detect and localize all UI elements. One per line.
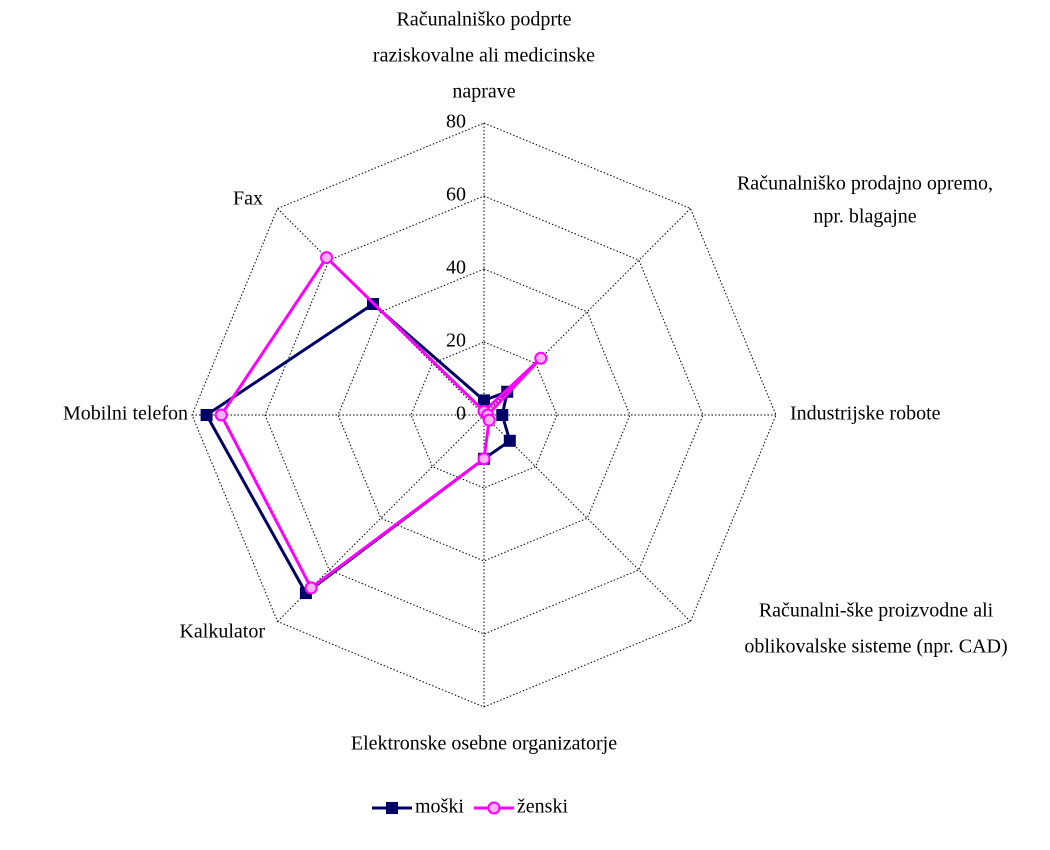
data-point — [320, 251, 334, 265]
data-point — [386, 802, 398, 814]
data-point — [534, 351, 548, 365]
category-label: Industrijske robote — [790, 403, 941, 425]
grid-ring — [410, 341, 558, 489]
category-label: npr. blagajne — [813, 206, 916, 228]
data-point — [482, 413, 496, 427]
category-label: raziskovalne ali medicinske — [373, 45, 595, 67]
data-point — [214, 408, 228, 422]
data-point — [304, 581, 318, 595]
category-label: Elektronske osebne organizatorje — [351, 733, 617, 755]
category-label: Fax — [233, 188, 263, 210]
category-label: Računalni-ške proizvodne ali — [759, 600, 994, 622]
data-point — [478, 394, 490, 407]
r-tick-label: 80 — [446, 111, 466, 133]
r-tick-label: 20 — [446, 330, 466, 352]
category-label: Računalniško podprte — [397, 9, 572, 31]
category-label: naprave — [452, 81, 515, 103]
legend-label: ženski — [517, 796, 569, 818]
r-tick-label: 60 — [446, 184, 466, 206]
legend-label: moški — [415, 796, 464, 818]
data-point — [477, 452, 491, 466]
category-label: oblikovalske sisteme (npr. CAD) — [744, 636, 1007, 658]
data-point — [503, 434, 516, 447]
r-tick-label: 0 — [456, 403, 466, 425]
data-point — [496, 409, 509, 421]
r-tick-label: 40 — [446, 257, 466, 279]
category-label: Mobilni telefon — [63, 403, 188, 425]
data-point — [487, 801, 501, 815]
category-label: Računalniško prodajno opremo, — [737, 173, 993, 195]
grid-ring — [264, 195, 704, 635]
data-point — [200, 409, 213, 421]
category-label: Kalkulator — [179, 621, 265, 643]
